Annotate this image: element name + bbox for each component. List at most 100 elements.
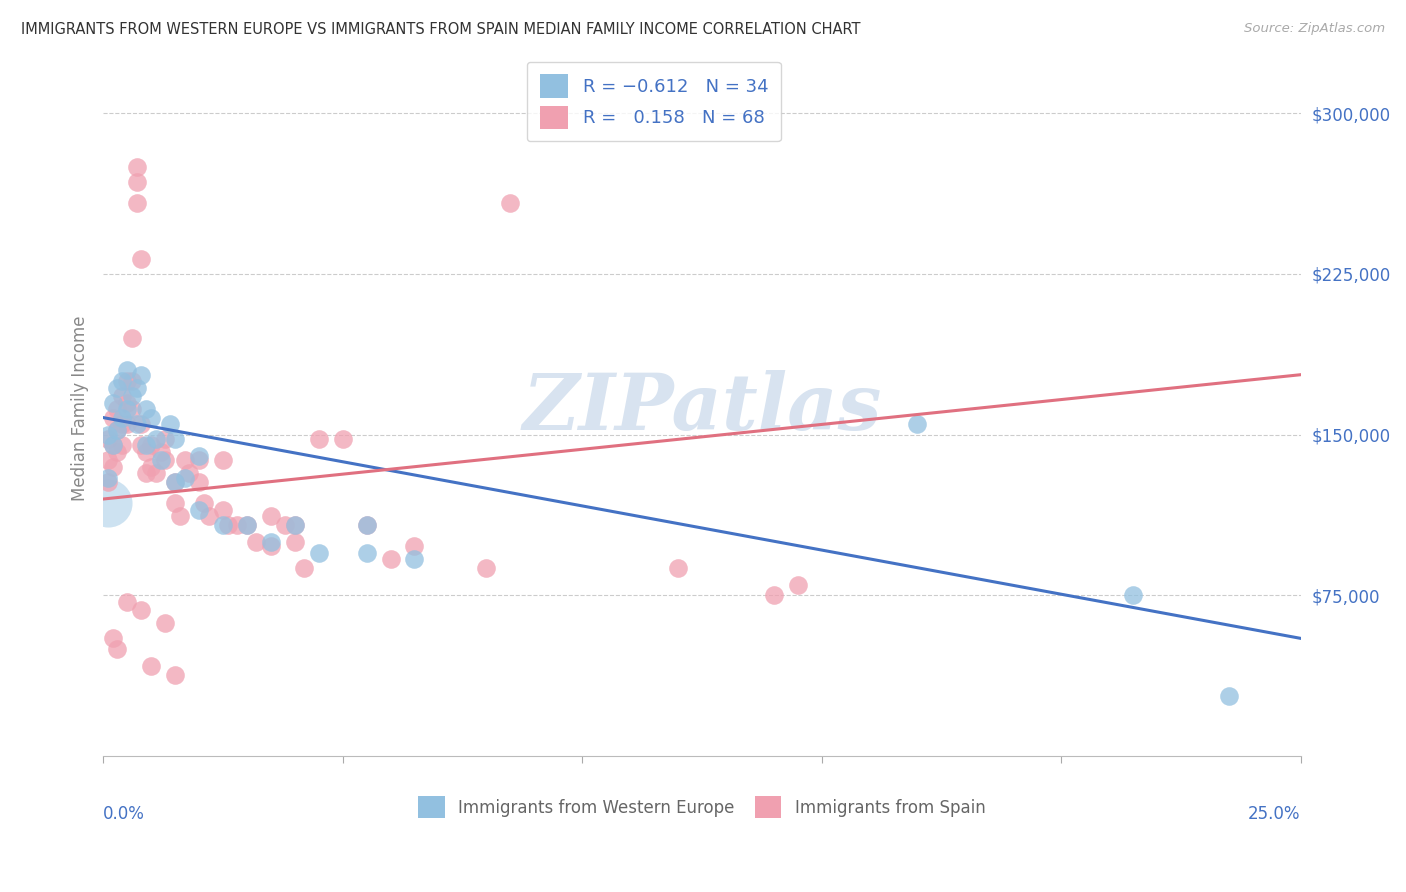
Point [139, 410, 162, 425]
Point [762, 589, 785, 603]
Point [187, 502, 209, 516]
Point [101, 438, 124, 452]
Point [125, 160, 148, 174]
Point [197, 509, 219, 524]
Text: 0.0%: 0.0% [103, 805, 145, 823]
Point [260, 509, 283, 524]
Text: Source: ZipAtlas.com: Source: ZipAtlas.com [1244, 22, 1385, 36]
Point [1218, 690, 1240, 704]
Point [217, 517, 239, 532]
Point [135, 438, 157, 452]
Point [499, 196, 522, 211]
Point [111, 417, 134, 431]
Text: IMMIGRANTS FROM WESTERN EUROPE VS IMMIGRANTS FROM SPAIN MEDIAN FAMILY INCOME COR: IMMIGRANTS FROM WESTERN EUROPE VS IMMIGR… [21, 22, 860, 37]
Point [97, 427, 120, 442]
Point [121, 374, 143, 388]
Point [260, 539, 283, 553]
Point [284, 535, 307, 549]
Point [666, 560, 689, 574]
Point [356, 517, 378, 532]
Point [163, 496, 186, 510]
Y-axis label: Median Family Income: Median Family Income [72, 315, 89, 500]
Point [107, 402, 129, 417]
Point [125, 175, 148, 189]
Point [212, 502, 235, 516]
Point [236, 517, 259, 532]
Point [101, 438, 124, 452]
Point [163, 475, 186, 489]
Point [125, 417, 148, 431]
Point [115, 395, 138, 409]
Point [356, 546, 378, 560]
Point [404, 552, 426, 566]
Point [226, 517, 249, 532]
Point [121, 402, 143, 417]
Point [97, 470, 120, 484]
Point [131, 603, 153, 617]
Point [107, 642, 129, 657]
Point [115, 595, 138, 609]
Point [111, 389, 134, 403]
Point [475, 560, 498, 574]
Point [404, 539, 426, 553]
Point [121, 389, 143, 403]
Point [274, 517, 297, 532]
Point [131, 252, 153, 266]
Point [380, 552, 402, 566]
Point [212, 453, 235, 467]
Point [125, 380, 148, 394]
Point [1122, 589, 1144, 603]
Point [149, 453, 172, 467]
Point [121, 331, 143, 345]
Point [173, 470, 195, 484]
Point [212, 517, 235, 532]
Point [155, 616, 177, 631]
Point [97, 453, 120, 467]
Point [245, 535, 267, 549]
Point [356, 517, 378, 532]
Point [173, 453, 195, 467]
Point [187, 475, 209, 489]
Point [139, 459, 162, 474]
Point [187, 449, 209, 463]
Point [284, 517, 307, 532]
Text: 25.0%: 25.0% [1249, 805, 1301, 823]
Point [260, 535, 283, 549]
Point [135, 467, 157, 481]
Point [111, 438, 134, 452]
Point [187, 453, 209, 467]
Point [163, 432, 186, 446]
Point [97, 432, 120, 446]
Point [179, 467, 201, 481]
Point [107, 424, 129, 438]
Point [159, 417, 181, 431]
Point [135, 445, 157, 459]
Point [107, 380, 129, 394]
Point [139, 659, 162, 673]
Point [125, 196, 148, 211]
Point [97, 496, 120, 510]
Point [155, 453, 177, 467]
Point [101, 410, 124, 425]
Point [111, 374, 134, 388]
Point [107, 445, 129, 459]
Point [149, 445, 172, 459]
Point [284, 517, 307, 532]
Point [101, 459, 124, 474]
Point [115, 417, 138, 431]
Point [308, 432, 330, 446]
Legend: Immigrants from Western Europe, Immigrants from Spain: Immigrants from Western Europe, Immigran… [412, 789, 993, 824]
Point [145, 467, 167, 481]
Point [163, 475, 186, 489]
Point [193, 496, 215, 510]
Point [131, 417, 153, 431]
Point [115, 402, 138, 417]
Point [236, 517, 259, 532]
Point [131, 368, 153, 382]
Point [107, 424, 129, 438]
Point [97, 475, 120, 489]
Point [115, 374, 138, 388]
Point [101, 632, 124, 646]
Point [101, 395, 124, 409]
Point [111, 410, 134, 425]
